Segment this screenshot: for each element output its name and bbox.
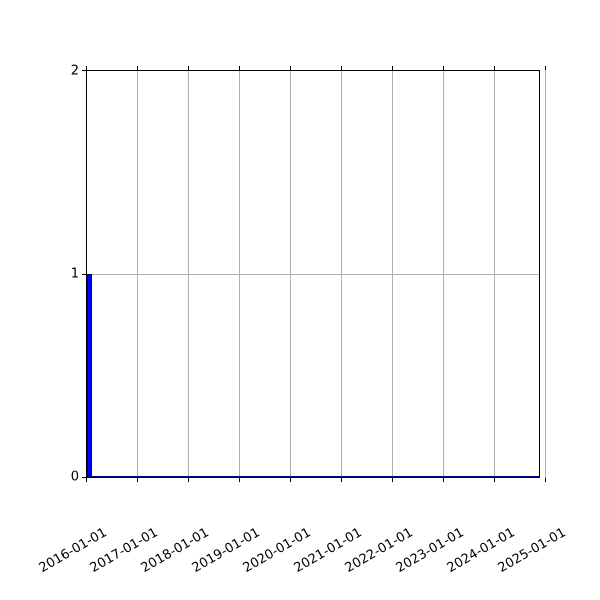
x-tick-mark bbox=[494, 478, 496, 482]
x-tick-mark bbox=[341, 478, 343, 482]
x-tick-mark-top bbox=[341, 66, 343, 70]
y-tick-label-1: 1 bbox=[70, 266, 79, 282]
x-tick-mark-top bbox=[290, 66, 292, 70]
y-tick-mark bbox=[82, 476, 86, 478]
x-tick-mark-top bbox=[239, 66, 241, 70]
gridline-vertical bbox=[545, 70, 546, 478]
axis-spine-right bbox=[538, 70, 540, 478]
x-tick-mark bbox=[86, 478, 88, 482]
x-tick-mark bbox=[239, 478, 241, 482]
x-tick-mark bbox=[443, 478, 445, 482]
x-tick-mark bbox=[188, 478, 190, 482]
x-tick-mark bbox=[290, 478, 292, 482]
y-tick-label-2: 2 bbox=[70, 63, 79, 79]
bar-2016-01-01 bbox=[87, 274, 92, 478]
axis-spine-bottom bbox=[86, 476, 540, 478]
x-tick-mark-top bbox=[188, 66, 190, 70]
x-tick-mark-top bbox=[494, 66, 496, 70]
plot-area: 2 1 0 2016-01-01 2017-01-01 2018-01-01 2… bbox=[37, 65, 569, 577]
x-tick-mark-top bbox=[443, 66, 445, 70]
y-tick-label-0: 0 bbox=[70, 469, 79, 485]
x-tick-mark bbox=[545, 478, 547, 482]
axis-spine-left bbox=[86, 70, 88, 478]
x-tick-mark bbox=[137, 478, 139, 482]
x-tick-mark-top bbox=[86, 66, 88, 70]
x-tick-mark bbox=[392, 478, 394, 482]
x-tick-mark-top bbox=[137, 66, 139, 70]
y-tick-mark bbox=[82, 70, 86, 72]
axis-spine-top bbox=[86, 70, 540, 72]
gridline-horizontal bbox=[86, 274, 540, 275]
y-tick-mark bbox=[82, 274, 86, 276]
x-tick-mark-top bbox=[545, 66, 547, 70]
x-tick-mark-top bbox=[392, 66, 394, 70]
